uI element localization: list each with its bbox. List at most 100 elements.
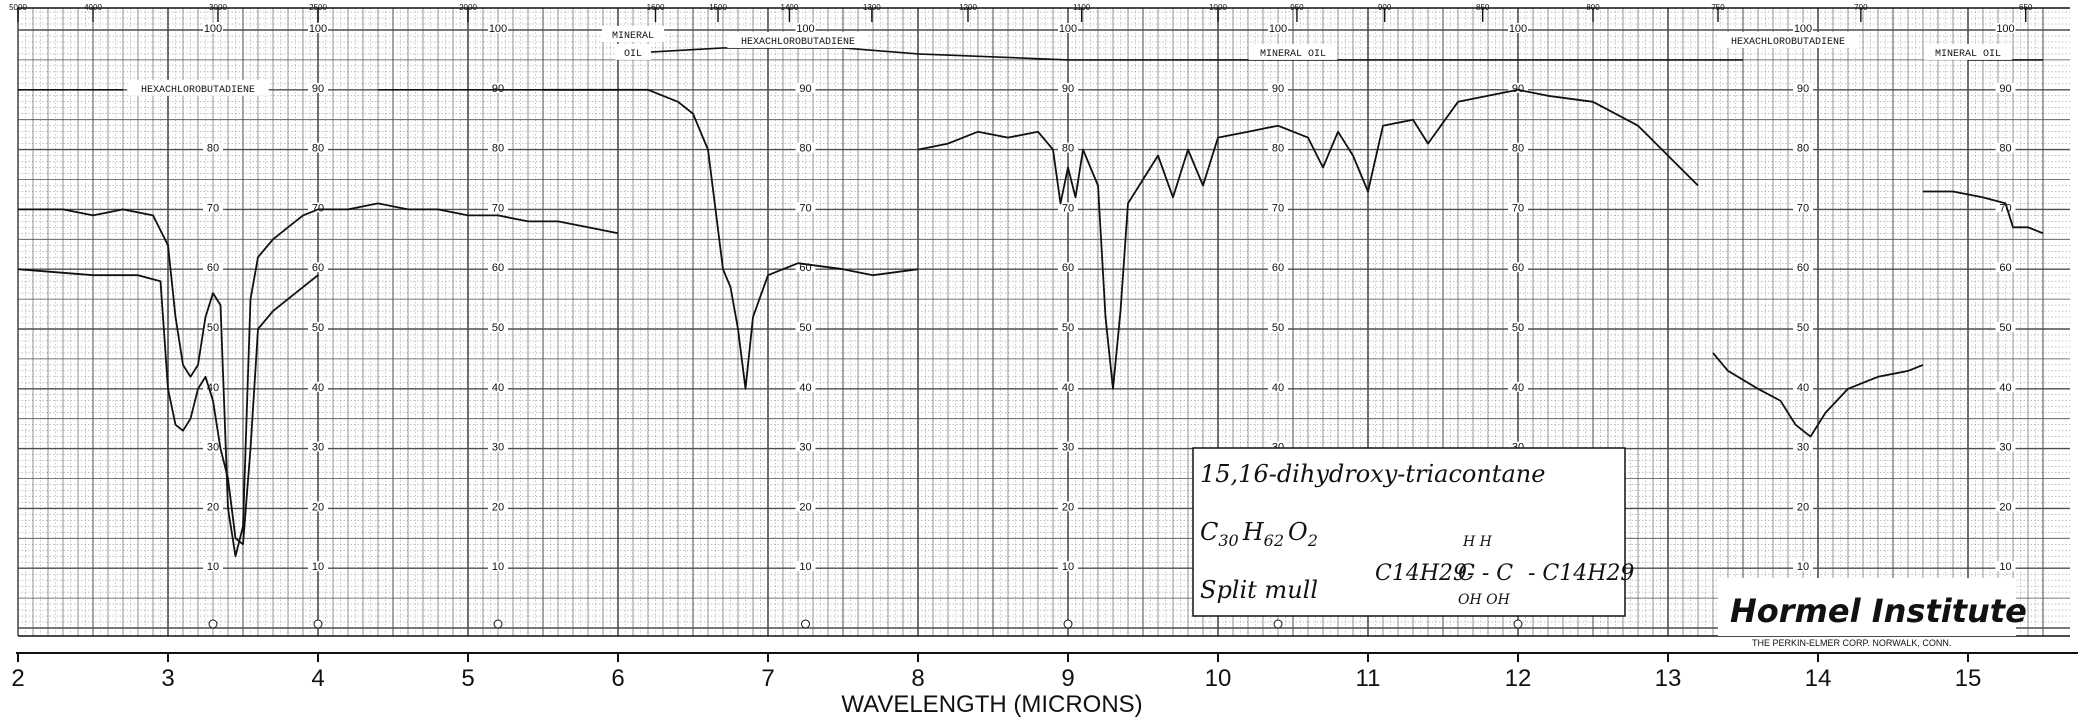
- x-tick-label: 6: [611, 665, 624, 692]
- wavenumber-label: 950: [1290, 3, 1304, 12]
- solvent-label: MINERAL OIL: [1935, 49, 2001, 60]
- y-tick-label: 90: [1512, 83, 1524, 95]
- y-label-backing: [1793, 142, 1813, 153]
- y-tick-label: 100: [204, 23, 222, 35]
- solvent-label: OIL: [624, 49, 642, 60]
- y-tick-label: 50: [1999, 322, 2011, 334]
- y-label-backing: [203, 441, 223, 452]
- wavenumber-label: 900: [1378, 3, 1392, 12]
- x-tick-label: 7: [761, 665, 774, 692]
- y-label-backing: [1268, 82, 1288, 93]
- x-tick-label: 14: [1805, 665, 1832, 692]
- y-tick-label: 50: [1797, 322, 1809, 334]
- y-tick-label: 60: [1272, 262, 1284, 274]
- x-tick-label: 2: [11, 665, 24, 692]
- x-tick-label: 5: [461, 665, 474, 692]
- sample-prep: Split mull: [1200, 576, 1318, 604]
- y-tick-label: 40: [312, 382, 324, 394]
- y-label-backing: [1058, 441, 1078, 452]
- wavenumber-label: 1000: [1209, 3, 1227, 12]
- y-tick-label: 80: [1797, 143, 1809, 155]
- x-tick-label: 4: [311, 665, 324, 692]
- y-label-backing: [795, 202, 816, 213]
- spectrum-trace-1: [18, 202, 619, 558]
- wavenumber-label: 650: [2019, 3, 2033, 12]
- y-label-backing: [1058, 82, 1078, 93]
- structure-bottom: OH OH: [1458, 592, 1511, 608]
- wavenumber-label: 1200: [959, 3, 977, 12]
- wavenumber-label: 1100: [1073, 3, 1091, 12]
- solvent-labels: HEXACHLOROBUTADIENE MINERAL OIL HEXACHLOROB…: [127, 25, 2013, 96]
- y-label-backing: [1058, 561, 1078, 572]
- y-tick-label: 30: [1999, 442, 2011, 454]
- y-tick-label: 40: [1272, 382, 1284, 394]
- x-tick-labels: 2 3 4 5 6 7 8 9 10 11 12 13 14 15: [11, 653, 1981, 692]
- y-label-backing: [1508, 262, 1528, 273]
- y-tick-label: 30: [799, 442, 811, 454]
- y-label-backing: [1058, 322, 1078, 332]
- y-tick-label: 40: [1999, 382, 2011, 394]
- x-tick-label: 3: [161, 665, 174, 692]
- wavenumber-label: 5000: [9, 3, 27, 12]
- y-label-backing: [203, 202, 223, 213]
- solvent-label-backing: [615, 43, 651, 60]
- y-tick-label: 80: [1062, 143, 1074, 155]
- y-label-backing: [1793, 262, 1813, 273]
- zero-marker: [208, 619, 218, 629]
- y-label-backing: [1995, 322, 2016, 332]
- y-label-backing: [1793, 561, 1813, 572]
- zero-marker: [801, 619, 810, 629]
- x-axis-label: WAVELENGTH (MICRONS): [841, 691, 1142, 718]
- y-tick-label: 70: [1272, 202, 1284, 214]
- y-tick-label: 80: [1512, 143, 1524, 155]
- wavenumber-label: 4000: [84, 3, 102, 12]
- y-label-backing: [1268, 23, 1288, 33]
- y-tick-label: 80: [207, 143, 219, 155]
- y-tick-label: 20: [799, 501, 811, 513]
- y-label-backing: [308, 202, 328, 213]
- y-tick-label: 40: [492, 382, 504, 394]
- y-label-backing: [203, 381, 223, 392]
- y-label-backing: [795, 381, 816, 392]
- spectrum-traces: [17, 88, 2044, 558]
- y-tick-label: 80: [492, 143, 504, 155]
- y-label-backing: [1058, 142, 1078, 153]
- zero-marker: [313, 619, 323, 629]
- wavenumber-label: 1500: [709, 3, 727, 12]
- x-tick-label: 11: [1356, 665, 1381, 692]
- solvent-label-backing: [601, 25, 665, 42]
- y-tick-label: 70: [1062, 202, 1074, 214]
- y-tick-label: 40: [1797, 382, 1809, 394]
- y-tick-label: 90: [312, 83, 324, 95]
- x-tick-label: 15: [1955, 665, 1982, 692]
- y-label-backing: [795, 441, 816, 452]
- formula-c-subscript: 30: [1218, 531, 1238, 550]
- y-tick-label: 60: [1062, 262, 1074, 274]
- x-tick-label: 13: [1655, 665, 1682, 692]
- zero-marker: [1063, 619, 1073, 629]
- institute-stamp-frame: [1718, 578, 2016, 636]
- y-tick-label: 100: [1059, 23, 1077, 35]
- y-tick-label: 80: [799, 143, 811, 155]
- y-tick-label: 20: [207, 501, 219, 513]
- y-tick-label: 40: [1062, 382, 1074, 394]
- y-label-backing: [488, 441, 508, 452]
- y-label-backing: [1793, 501, 1813, 512]
- y-tick-label: 90: [1999, 83, 2011, 95]
- structure-left: C14H29-: [1375, 561, 1474, 586]
- structure-right: - C14H29: [1528, 561, 1634, 586]
- y-label-backing: [203, 23, 223, 33]
- y-tick-label: 80: [312, 143, 324, 155]
- y-label-backing: [1793, 381, 1813, 392]
- y-tick-label: 90: [1797, 83, 1809, 95]
- y-tick-label: 100: [1509, 23, 1527, 35]
- solvent-label-backing: [1923, 43, 2013, 60]
- wavenumber-label: 3000: [209, 3, 227, 12]
- y-label-backing: [1058, 23, 1078, 33]
- y-tick-label: 30: [312, 442, 324, 454]
- formula-c: C: [1200, 518, 1218, 546]
- y-label-backing: [1268, 381, 1288, 392]
- annotation-box-frame: [1192, 447, 1626, 617]
- zero-marker: [1273, 619, 1283, 629]
